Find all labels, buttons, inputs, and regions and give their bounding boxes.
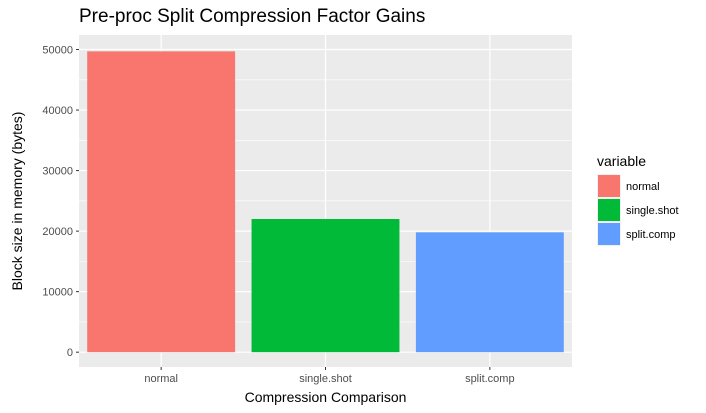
x-tick-label: normal: [144, 373, 178, 385]
legend-title: variable: [597, 153, 646, 169]
y-tick-label: 30000: [42, 166, 73, 178]
chart-title: Pre-proc Split Compression Factor Gains: [79, 6, 425, 27]
bars: [87, 51, 564, 353]
legend-items: normal single.shot split.comp: [597, 174, 679, 246]
x-axis: normal single.shot split.comp: [144, 367, 515, 385]
y-axis: 0 10000 20000 30000 40000 50000: [42, 45, 79, 359]
bar-single-shot: [251, 219, 400, 353]
legend-swatch-single-shot: [598, 199, 620, 221]
bar-normal: [87, 51, 236, 353]
y-tick-label: 0: [67, 347, 73, 359]
x-tick-label: single.shot: [299, 373, 352, 385]
y-tick-label: 20000: [42, 226, 73, 238]
legend-entry-label: single.shot: [626, 205, 679, 217]
legend-swatch-split-comp: [598, 223, 620, 245]
y-axis-label: Block size in memory (bytes): [9, 112, 25, 291]
y-tick-label: 40000: [42, 105, 73, 117]
legend-entry-label: normal: [626, 181, 660, 193]
x-tick-label: split.comp: [465, 373, 515, 385]
legend-swatch-normal: [598, 175, 620, 197]
legend: variable normal single.shot split.comp: [597, 153, 679, 246]
y-tick-label: 50000: [42, 45, 73, 57]
legend-entry-label: split.comp: [626, 229, 676, 241]
y-tick-label: 10000: [42, 287, 73, 299]
x-axis-label: Compression Comparison: [245, 389, 407, 405]
bar-split-comp: [415, 232, 564, 353]
